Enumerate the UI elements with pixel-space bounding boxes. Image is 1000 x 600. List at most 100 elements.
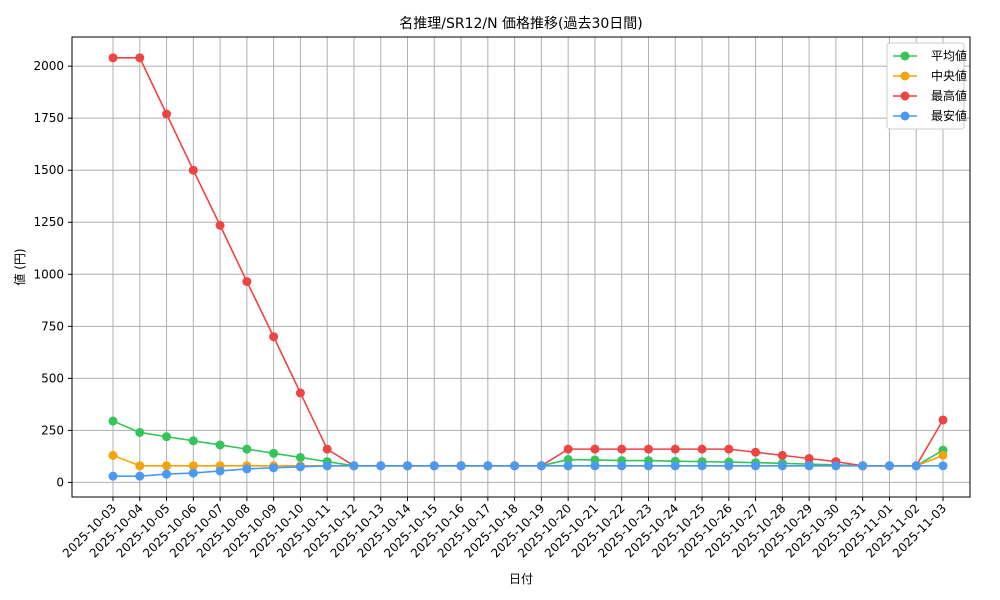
- y-tick-label: 1250: [33, 215, 64, 229]
- grid: [72, 37, 970, 497]
- chart-title: 名推理/SR12/N 価格推移(過去30日間): [399, 16, 643, 32]
- data-point: [322, 461, 332, 471]
- data-point: [376, 461, 386, 471]
- data-point: [215, 466, 225, 476]
- legend-item: 最高値: [893, 88, 967, 103]
- legend-label: 最高値: [931, 88, 967, 103]
- series-3: [108, 461, 948, 481]
- legend-label: 最安値: [931, 108, 967, 123]
- y-tick-label: 2000: [33, 59, 64, 73]
- y-tick-label: 750: [41, 319, 64, 333]
- data-point: [322, 444, 332, 454]
- legend-box: [886, 42, 965, 130]
- legend-swatch-marker: [900, 51, 910, 61]
- data-point: [295, 462, 305, 472]
- data-point: [135, 53, 145, 63]
- data-point: [858, 461, 868, 471]
- data-point: [269, 448, 279, 458]
- data-point: [617, 444, 627, 454]
- data-point: [108, 53, 118, 63]
- data-point: [884, 461, 894, 471]
- series: [108, 53, 948, 481]
- data-point: [777, 461, 787, 471]
- x-axis-label: 日付: [509, 572, 533, 586]
- y-tick-label: 1750: [33, 111, 64, 125]
- series-line: [113, 57, 944, 467]
- data-point: [295, 388, 305, 398]
- data-point: [295, 452, 305, 462]
- y-tick-label: 1000: [33, 267, 64, 281]
- data-point: [269, 332, 279, 342]
- data-point: [483, 461, 493, 471]
- data-point: [751, 447, 761, 457]
- data-point: [349, 461, 359, 471]
- data-point: [643, 461, 653, 471]
- data-point: [242, 444, 252, 454]
- data-point: [751, 461, 761, 471]
- data-point: [510, 461, 520, 471]
- data-point: [242, 277, 252, 287]
- data-point: [563, 461, 573, 471]
- legend-swatch-marker: [900, 111, 910, 121]
- data-point: [938, 415, 948, 425]
- data-point: [215, 220, 225, 230]
- data-point: [403, 461, 413, 471]
- plot-frame: [71, 36, 971, 498]
- legend-swatch-marker: [900, 71, 910, 81]
- y-tick-label: 0: [56, 475, 64, 489]
- legend-item: 中央値: [893, 68, 967, 83]
- data-point: [590, 461, 600, 471]
- data-point: [617, 461, 627, 471]
- legend-label: 中央値: [931, 68, 967, 83]
- data-point: [804, 461, 814, 471]
- data-point: [563, 444, 573, 454]
- legend-swatch-marker: [900, 91, 910, 101]
- data-point: [724, 461, 734, 471]
- data-point: [643, 444, 653, 454]
- data-point: [108, 416, 118, 426]
- data-point: [670, 461, 680, 471]
- data-point: [429, 461, 439, 471]
- data-point: [108, 471, 118, 481]
- data-point: [777, 450, 787, 460]
- data-point: [670, 444, 680, 454]
- data-point: [188, 165, 198, 175]
- data-point: [590, 444, 600, 454]
- data-point: [135, 461, 145, 471]
- legend-item: 平均値: [893, 48, 967, 63]
- legend-label: 平均値: [931, 48, 967, 63]
- data-point: [188, 436, 198, 446]
- series-2: [108, 53, 948, 471]
- data-point: [108, 450, 118, 460]
- data-point: [938, 450, 948, 460]
- y-axis-label: 値 (円): [12, 248, 27, 285]
- data-point: [162, 461, 172, 471]
- data-point: [563, 455, 573, 465]
- data-point: [724, 444, 734, 454]
- data-point: [831, 461, 841, 471]
- data-point: [938, 461, 948, 471]
- data-point: [188, 468, 198, 478]
- series-line: [113, 464, 943, 477]
- legend-item: 最安値: [893, 108, 967, 123]
- series-0: [108, 416, 948, 471]
- data-point: [215, 440, 225, 450]
- y-tick-label: 1500: [33, 163, 64, 177]
- data-point: [456, 461, 466, 471]
- data-point: [911, 461, 921, 471]
- data-point: [162, 432, 172, 442]
- data-point: [536, 461, 546, 471]
- y-ticks: 0 250 500 750 1000 1250 1500 1750 2000: [33, 59, 72, 489]
- data-point: [697, 461, 707, 471]
- data-point: [269, 463, 279, 473]
- data-point: [135, 427, 145, 437]
- data-point: [162, 469, 172, 479]
- data-point: [162, 109, 172, 119]
- data-point: [697, 444, 707, 454]
- x-ticks: 2025-10-032025-10-042025-10-052025-10-06…: [60, 497, 949, 560]
- y-tick-label: 250: [41, 423, 64, 437]
- data-point: [242, 464, 252, 474]
- data-point: [135, 471, 145, 481]
